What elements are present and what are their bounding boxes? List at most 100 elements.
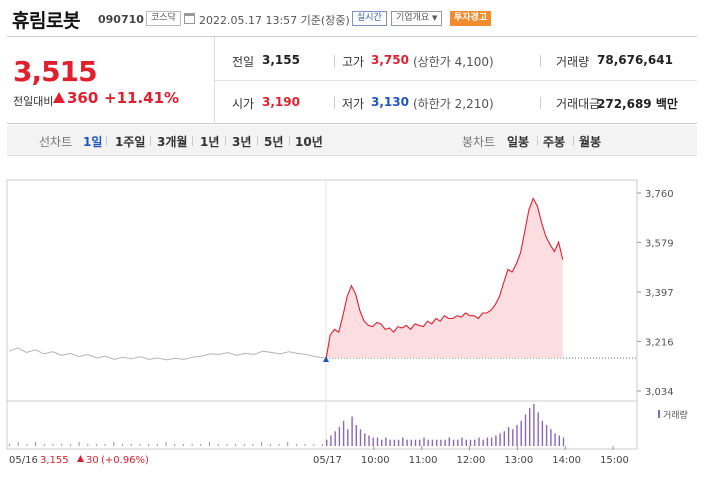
prev-compare-label: 전일대비 xyxy=(13,93,53,109)
volume-bar xyxy=(470,440,471,446)
candle-monthly[interactable]: 월봉 xyxy=(579,133,601,150)
volume-bar xyxy=(339,427,340,446)
divider xyxy=(289,136,290,146)
company-info-button[interactable]: 기업개요 ▼ xyxy=(391,11,442,26)
stock-code: 090710 xyxy=(98,13,144,26)
intraday-price-chart[interactable]: 3,760 3,579 3,397 3,216 3,034 거래량 05/16 05/17 10… xyxy=(0,160,704,479)
low-value: 3,130 xyxy=(371,95,409,109)
volume-bar xyxy=(113,442,114,446)
period-10y[interactable]: 10년 xyxy=(295,133,323,150)
market-badge: 코스닥 xyxy=(146,11,181,26)
volume-bar xyxy=(542,421,543,446)
x-tick-label: 15:00 xyxy=(600,455,629,466)
company-info-label: 기업개요 xyxy=(396,13,429,23)
volume-bar xyxy=(270,444,271,446)
period-3y[interactable]: 3년 xyxy=(232,133,251,150)
volume-bar xyxy=(330,436,331,447)
y-tick-label: 3,579 xyxy=(645,238,674,249)
volume-value: 78,676,641 xyxy=(597,53,673,67)
realtime-button[interactable]: 실시간 xyxy=(352,11,387,26)
volume-bar xyxy=(381,440,382,446)
divider xyxy=(257,136,258,146)
volume-bar xyxy=(512,429,513,446)
upper-limit: (상한가 4,100) xyxy=(413,53,494,70)
candle-daily[interactable]: 일봉 xyxy=(507,133,529,150)
divider xyxy=(573,136,574,146)
lower-limit: (하한가 2,210) xyxy=(413,95,494,112)
price-summary: 3,515 전일대비 360 +11.41% 전일 3,155 고가 3,750… xyxy=(7,36,697,124)
volume-bar xyxy=(148,444,149,446)
divider xyxy=(334,97,335,109)
volume-bar xyxy=(411,440,412,446)
y-tick-label: 3,397 xyxy=(645,288,674,299)
volume-bar xyxy=(474,440,475,446)
volume-bar xyxy=(504,431,505,446)
volume-bar xyxy=(209,442,210,446)
volume-bar xyxy=(432,440,433,446)
volume-bar xyxy=(389,440,390,446)
period-1y[interactable]: 1년 xyxy=(200,133,219,150)
divider xyxy=(225,136,226,146)
volume-bar xyxy=(360,429,361,446)
volume-bar xyxy=(423,438,424,446)
volume-bar xyxy=(244,444,245,446)
prev-day-line xyxy=(9,348,324,360)
prev-day-change: 30 xyxy=(86,455,99,466)
prev-day-up-arrow-icon xyxy=(77,455,84,462)
low-label: 저가 xyxy=(342,95,364,112)
volume-bar xyxy=(218,444,219,446)
volume-bar xyxy=(279,444,280,446)
volume-bar xyxy=(96,444,97,446)
volume-bar xyxy=(487,438,488,446)
volume-bar xyxy=(157,444,158,446)
volume-bar xyxy=(406,440,407,446)
calendar-icon xyxy=(184,13,195,24)
volume-bar xyxy=(402,438,403,446)
volume-bar xyxy=(415,440,416,446)
volume-bar xyxy=(533,404,534,446)
volume-bar xyxy=(546,425,547,446)
volume-bar xyxy=(364,433,365,446)
volume-bar xyxy=(499,433,500,446)
volume-bar xyxy=(87,444,88,446)
y-tick-label: 3,034 xyxy=(645,387,674,398)
volume-bar xyxy=(466,440,467,446)
period-5y[interactable]: 5년 xyxy=(264,133,283,150)
price-change-percent: +11.41% xyxy=(104,89,179,107)
line-chart-label: 선차트 xyxy=(39,133,72,150)
volume-bar xyxy=(373,438,374,446)
volume-bar xyxy=(61,444,62,446)
volume-bar xyxy=(385,438,386,446)
volume-bar xyxy=(538,412,539,446)
investment-warning-badge[interactable]: 투자경고 xyxy=(450,11,491,26)
volume-bar xyxy=(377,438,378,446)
price-area-fill xyxy=(326,199,563,360)
candle-weekly[interactable]: 주봉 xyxy=(543,133,565,150)
volume-bar xyxy=(559,436,560,447)
amount-value: 272,689 백만 xyxy=(597,95,678,112)
stock-header: 휴림로봇 090710 코스닥 2022.05.17 13:57 기준(장중) … xyxy=(0,0,704,36)
volume-bar xyxy=(343,421,344,446)
divider xyxy=(106,136,107,146)
volume-bar xyxy=(478,438,479,446)
volume-bar xyxy=(287,442,288,446)
volume-bar xyxy=(351,417,352,446)
candle-chart-label: 봉차트 xyxy=(462,133,495,150)
volume-bar xyxy=(491,438,492,446)
volume-bar xyxy=(26,444,27,446)
volume-legend-label: 거래량 xyxy=(663,409,688,421)
volume-bar xyxy=(9,444,10,446)
x-tick-label: 14:00 xyxy=(552,455,581,466)
volume-bar xyxy=(444,440,445,446)
volume-bar xyxy=(70,444,71,446)
divider xyxy=(150,136,151,146)
volume-bar xyxy=(516,425,517,446)
x-tick-label: 05/17 xyxy=(313,455,342,466)
period-1w[interactable]: 1주일 xyxy=(115,133,145,150)
volume-bar xyxy=(35,442,36,446)
y-tick-label: 3,760 xyxy=(645,189,674,200)
period-1d[interactable]: 1일 xyxy=(83,133,102,150)
volume-bar xyxy=(79,442,80,446)
volume-bar xyxy=(166,442,167,446)
period-3m[interactable]: 3개월 xyxy=(157,133,187,150)
